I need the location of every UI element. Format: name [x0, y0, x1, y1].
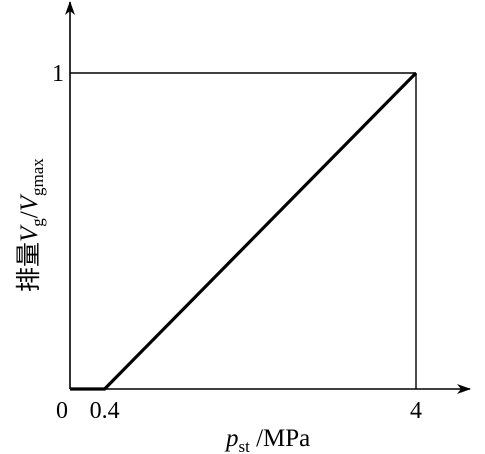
- x-axis-label: pst /MPa: [224, 425, 310, 454]
- x-tick-label-1: 0: [56, 398, 68, 424]
- x-axis-label-sub: st: [239, 437, 251, 454]
- y-axis-label-var2: V: [16, 193, 43, 211]
- series-line-1: [70, 71, 418, 391]
- y-axis-label-sep: /: [16, 211, 43, 218]
- y-axis-label: 排量Vg/Vgmax: [15, 158, 47, 292]
- x-tick-label-2: 0.4: [90, 398, 120, 424]
- x-axis-label-unit: /MPa: [250, 425, 310, 452]
- x-tick-label-3: 4: [410, 398, 422, 424]
- y-axis-label-var1: V: [16, 224, 43, 242]
- y-axis-label-sub1: g: [28, 218, 47, 227]
- y-axis-label-sub2: gmax: [28, 158, 47, 196]
- y-axis-label-prefix: 排量: [15, 242, 43, 292]
- y-tick-label-1: 1: [52, 61, 64, 87]
- x-axis-label-var: p: [224, 425, 239, 452]
